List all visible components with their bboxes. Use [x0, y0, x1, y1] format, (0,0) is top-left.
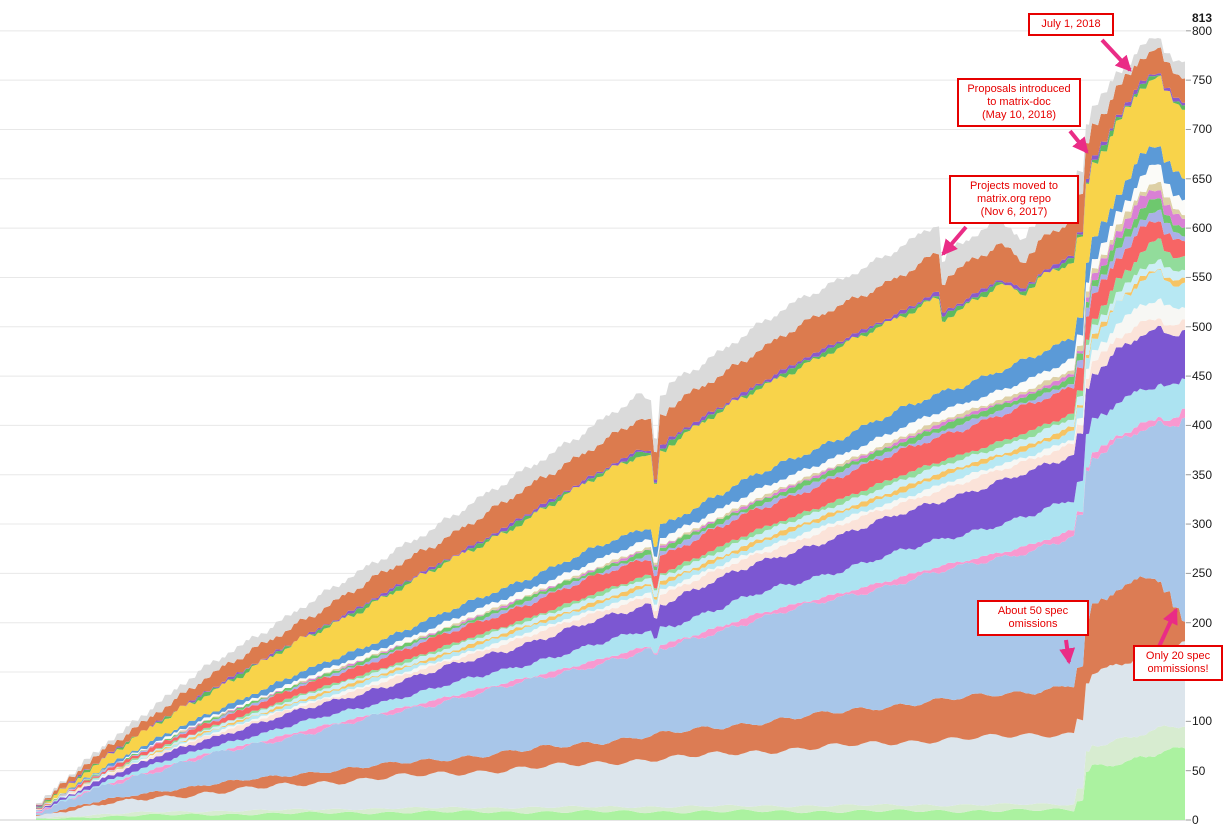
series-red [36, 221, 1185, 810]
y-axis-label-50: 50 [1192, 763, 1206, 778]
annotation-only-20-spec-omissions: Only 20 spec ommissions! [1133, 645, 1223, 681]
annotation-about-50-spec-omissions: About 50 spec omissions [977, 600, 1089, 636]
annotation-projects-moved: Projects moved to matrix.org repo (Nov 6… [949, 175, 1079, 224]
annotation-line: Proposals introduced [967, 83, 1071, 95]
series-yellow [36, 75, 1185, 808]
annotation-line: Projects moved to [969, 180, 1059, 192]
series-light-cyan-b [36, 269, 1185, 810]
series-medium-green [36, 238, 1185, 810]
annotation-line: (Nov 6, 2017) [980, 206, 1048, 218]
series-salmon-spec-omissions [36, 576, 1185, 816]
annotation-line: to matrix-doc [987, 96, 1051, 108]
series-pale-blue-gray [36, 641, 1185, 819]
y-axis-label-450: 450 [1192, 369, 1213, 384]
series-blue [36, 146, 1185, 809]
annotation-line: omissions [1008, 618, 1058, 630]
series-orange [36, 47, 1185, 806]
y-axis-label-500: 500 [1192, 319, 1213, 334]
annotation-july-1-2018: July 1, 2018 [1028, 13, 1114, 36]
y-axis-label-0: 0 [1192, 813, 1199, 825]
y-axis-label-750: 750 [1192, 73, 1213, 88]
annotation-line: matrix.org repo [977, 193, 1051, 205]
y-axis-label-400: 400 [1192, 418, 1213, 433]
y-axis-label-250: 250 [1192, 566, 1213, 581]
annotation-line: Only 20 spec [1145, 650, 1211, 662]
y-axis-label-100: 100 [1192, 714, 1213, 729]
y-axis-label-600: 600 [1192, 221, 1213, 236]
y-axis-label-800: 800 [1192, 23, 1213, 38]
annotation-line: (May 10, 2018) [982, 109, 1056, 121]
series-orchid [36, 189, 1185, 809]
series-pink-line [36, 408, 1185, 814]
annotation-proposals-introduced: Proposals introduced to matrix-doc (May … [957, 78, 1081, 127]
y-axis-ticks [1186, 30, 1191, 821]
y-axis-label-350: 350 [1192, 467, 1213, 482]
series-light-gray [36, 38, 1185, 805]
y-axis-label-200: 200 [1192, 615, 1213, 630]
series-steel-blue [36, 417, 1185, 816]
y-axis-label-700: 700 [1192, 122, 1213, 137]
y-axis-label-813: 813 [1192, 11, 1213, 25]
annotation-arrows [941, 38, 1178, 665]
area-series [36, 38, 1185, 820]
y-axis-label-300: 300 [1192, 517, 1213, 532]
annotation-line: ommissions! [1147, 663, 1209, 675]
annotation-line: About 50 spec [997, 605, 1069, 617]
series-pale-sage [36, 725, 1185, 819]
annotation-line: July 1, 2018 [1041, 18, 1101, 30]
series-light-cyan-a [36, 378, 1185, 812]
series-light-green [36, 747, 1185, 820]
y-axis-label-650: 650 [1192, 171, 1213, 186]
y-axis-label-550: 550 [1192, 270, 1213, 285]
series-purple [36, 325, 1185, 811]
